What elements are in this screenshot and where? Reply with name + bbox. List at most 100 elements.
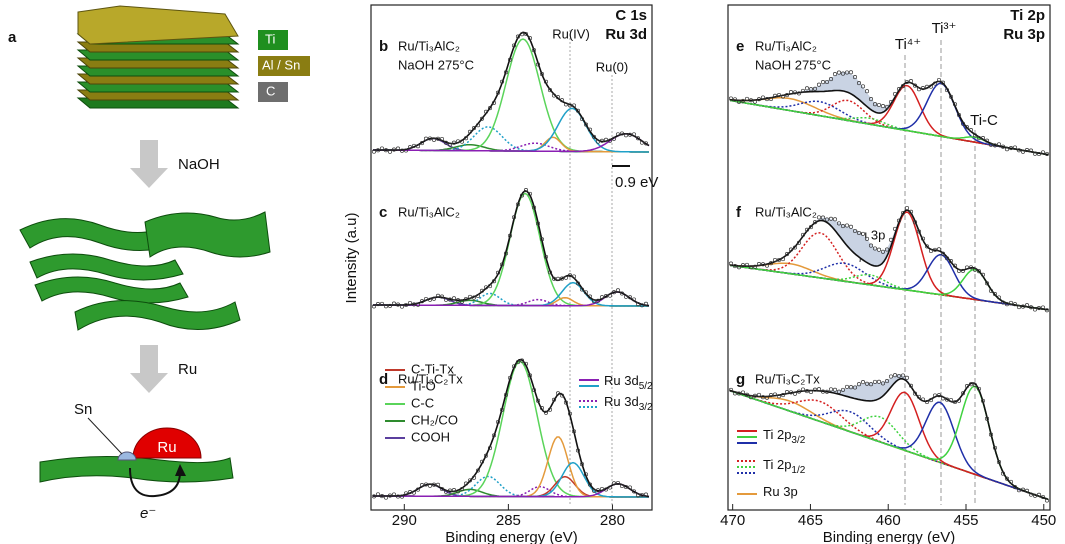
data-point [599, 295, 605, 300]
data-point [467, 129, 473, 134]
data-point [383, 148, 389, 153]
data-point [960, 268, 966, 273]
data-point [535, 221, 541, 226]
data-point [571, 274, 577, 279]
data-point [495, 419, 501, 425]
x-tick-label: 460 [876, 512, 901, 529]
data-point [892, 373, 898, 378]
data-point [780, 393, 786, 398]
data-point [635, 136, 641, 141]
data-point [896, 218, 902, 223]
data-point [756, 262, 762, 267]
data-point [868, 243, 874, 248]
data-point [583, 122, 589, 127]
data-point [992, 445, 998, 450]
data-point [507, 233, 513, 238]
data-point [764, 395, 770, 400]
data-point [627, 132, 633, 137]
legend-text: C-Ti-Tx [411, 361, 454, 376]
x-tick-label: 455 [953, 512, 978, 529]
data-point [579, 287, 585, 292]
data-point [415, 487, 421, 492]
data-point [515, 34, 521, 39]
data-point [1000, 471, 1006, 476]
data-point [840, 71, 846, 76]
data-point [760, 262, 766, 267]
data-point [744, 96, 750, 101]
data-point [463, 296, 469, 302]
data-point [860, 380, 866, 385]
data-point [852, 385, 858, 390]
peak-label: Ti⁴⁺ [895, 36, 921, 53]
data-point [844, 384, 850, 389]
data-point [776, 394, 782, 399]
data-point [732, 391, 738, 396]
data-point [1004, 302, 1010, 307]
data-point [912, 83, 918, 88]
data-point [431, 296, 437, 301]
scale-label: 0.9 eV [615, 174, 658, 191]
data-point [912, 391, 918, 396]
data-point [788, 390, 794, 395]
data-point [555, 276, 561, 281]
condition-label: NaOH 275°C [398, 57, 474, 72]
data-point [772, 93, 778, 98]
data-point [736, 99, 742, 104]
data-point [888, 99, 894, 105]
data-point [1016, 488, 1022, 493]
x-tick-label: 285 [496, 512, 521, 529]
legend-swatch [258, 30, 288, 50]
data-point [491, 279, 497, 284]
data-point [459, 486, 465, 492]
x-tick-label: 290 [392, 512, 417, 529]
data-point [984, 138, 990, 143]
data-point [427, 483, 433, 488]
data-point [403, 148, 409, 153]
data-point [840, 224, 846, 229]
data-point [431, 137, 437, 142]
data-point [980, 136, 986, 141]
data-point [439, 486, 445, 492]
data-point [836, 70, 842, 75]
legend-text: COOH [411, 429, 450, 444]
data-point [619, 483, 625, 489]
data-point [479, 116, 485, 121]
data-point [832, 387, 838, 392]
corner-title: Ti 2p [1010, 7, 1045, 24]
data-point [563, 275, 569, 280]
text-main: Ru 3d [604, 373, 639, 388]
x-tick-label: 470 [720, 512, 745, 529]
data-point [936, 247, 942, 252]
data-point [876, 102, 882, 108]
data-point [371, 149, 377, 154]
data-point [527, 373, 533, 378]
data-point [780, 94, 786, 99]
data-point [507, 375, 513, 380]
data-point [1036, 306, 1042, 311]
data-point [1004, 476, 1010, 481]
data-point [635, 493, 641, 498]
envelope [373, 190, 650, 307]
data-point [924, 84, 930, 89]
data-point [768, 261, 774, 266]
text-main: Ru 3p [763, 484, 798, 499]
data-point [864, 381, 870, 386]
data-point [511, 364, 517, 369]
data-point [824, 389, 830, 394]
data-point [852, 228, 858, 234]
data-point [567, 273, 573, 278]
data-point [379, 146, 385, 151]
data-point [571, 429, 577, 434]
data-point [1020, 487, 1026, 492]
data-point [447, 297, 453, 302]
data-point [543, 254, 549, 259]
data-point [387, 493, 393, 498]
data-point [828, 387, 834, 392]
data-point [1028, 305, 1034, 310]
sample-label: Ru/Ti₃C₂Tx [398, 371, 463, 386]
data-point [495, 270, 501, 275]
data-point [856, 382, 862, 387]
data-point [952, 263, 958, 268]
data-point [1000, 300, 1006, 305]
